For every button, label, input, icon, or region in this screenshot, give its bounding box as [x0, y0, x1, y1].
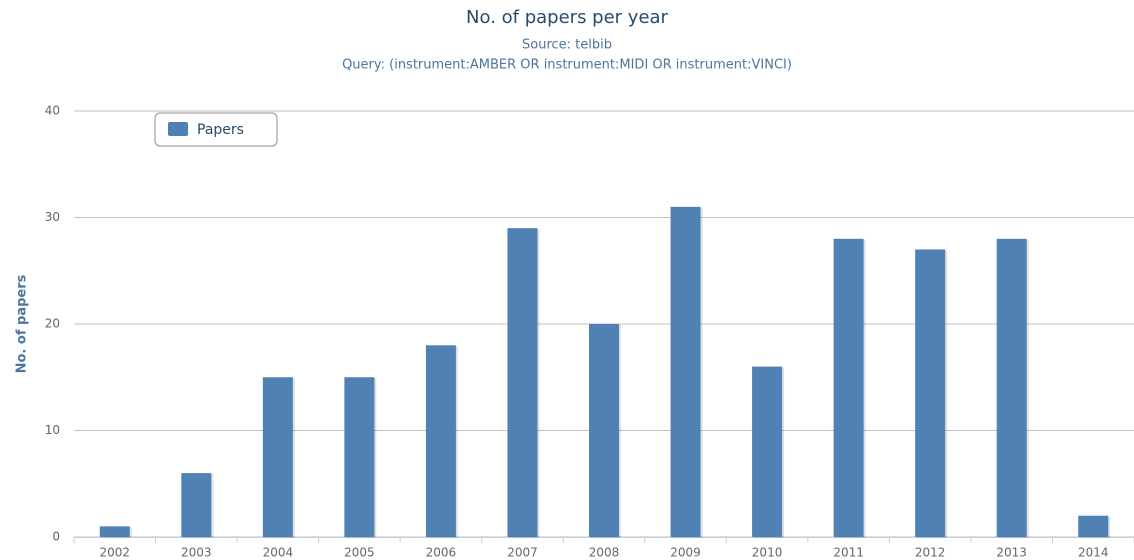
y-tick-label: 10: [45, 423, 60, 437]
bar: [425, 345, 456, 537]
chart-subtitle: Source: telbib: [522, 38, 612, 53]
bar: [752, 366, 783, 537]
x-tick-label: 2011: [833, 546, 864, 560]
bar: [1078, 515, 1109, 537]
x-tick-label: 2004: [263, 546, 294, 560]
x-tick-label: 2012: [915, 546, 946, 560]
bar: [507, 228, 538, 537]
x-tick-label: 2006: [426, 546, 457, 560]
x-tick-label: 2003: [181, 546, 212, 560]
x-tick-label: 2008: [589, 546, 620, 560]
bar: [262, 377, 293, 537]
bar: [99, 526, 130, 537]
bar: [344, 377, 375, 537]
legend-box: [154, 112, 278, 147]
x-tick-label: 2013: [996, 546, 1027, 560]
bar: [833, 238, 864, 538]
bar: [181, 473, 212, 537]
chart-subtitle: Query: (instrument:AMBER OR instrument:M…: [342, 58, 792, 73]
y-tick-label: 30: [45, 210, 60, 224]
x-tick-label: 2014: [1078, 546, 1109, 560]
x-tick-label: 2007: [507, 546, 538, 560]
legend-swatch: [168, 122, 188, 136]
x-tick-label: 2005: [344, 546, 375, 560]
bar: [996, 238, 1027, 538]
y-tick-label: 0: [52, 530, 60, 544]
y-tick-label: 20: [45, 317, 60, 331]
x-tick-label: 2009: [670, 546, 701, 560]
x-tick-label: 2002: [99, 546, 130, 560]
bar: [915, 249, 946, 537]
bar: [670, 206, 701, 537]
bar: [589, 324, 619, 537]
chart-title: No. of papers per year: [466, 7, 669, 28]
y-axis-title: No. of papers: [15, 274, 30, 373]
legend-label: Papers: [197, 122, 244, 138]
y-tick-label: 40: [45, 104, 60, 118]
x-tick-label: 2010: [752, 546, 783, 560]
